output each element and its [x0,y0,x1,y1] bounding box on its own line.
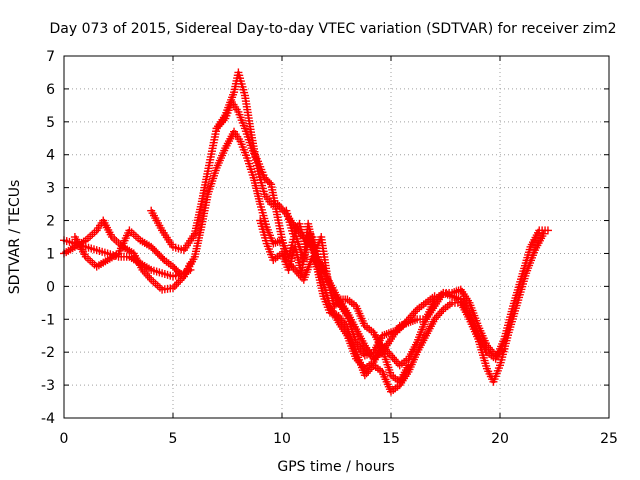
series-track-c [70,226,184,278]
x-tick-label: 10 [273,431,291,447]
y-tick-label: 2 [46,214,55,230]
data-point [178,274,187,283]
y-tick-label: -2 [41,345,55,361]
y-tick-label: 1 [46,246,55,262]
series-track-h [282,206,439,360]
plot-frame [63,55,610,419]
data-point [404,361,413,370]
data-point [175,269,184,278]
y-tick-label: -1 [41,312,55,328]
y-tick-label: 5 [46,115,55,131]
axis-ticks: -4 -3 -2 -1 0 1 2 3 4 5 6 7 0 5 10 15 20 25 [41,49,618,447]
data-points [60,68,552,396]
data-point [539,229,548,238]
y-tick-label: 0 [46,279,55,295]
x-tick-label: 0 [60,431,69,447]
data-point [173,267,182,276]
y-axis-label: SDTVAR / TECUs [7,180,23,295]
x-tick-label: 15 [382,431,400,447]
y-tick-label: 3 [46,181,55,197]
y-tick-label: -3 [41,378,55,394]
x-axis-label: GPS time / hours [277,459,394,475]
data-point [176,276,185,285]
data-point [265,178,274,187]
x-tick-label: 20 [491,431,509,447]
y-tick-label: -4 [41,411,55,427]
data-point [500,344,509,353]
data-point [169,284,177,293]
y-tick-label: 6 [46,82,55,98]
data-point [543,226,552,235]
y-tick-label: 7 [46,49,55,65]
series-track-f [212,98,509,373]
data-point [172,280,181,289]
x-tick-label: 5 [169,431,178,447]
data-point [170,282,179,291]
x-tick-label: 25 [600,431,618,447]
data-point [430,292,439,301]
chart-title: Day 073 of 2015, Sidereal Day-to-day VTE… [50,21,617,37]
y-tick-label: 4 [46,148,55,164]
data-point [174,278,183,287]
